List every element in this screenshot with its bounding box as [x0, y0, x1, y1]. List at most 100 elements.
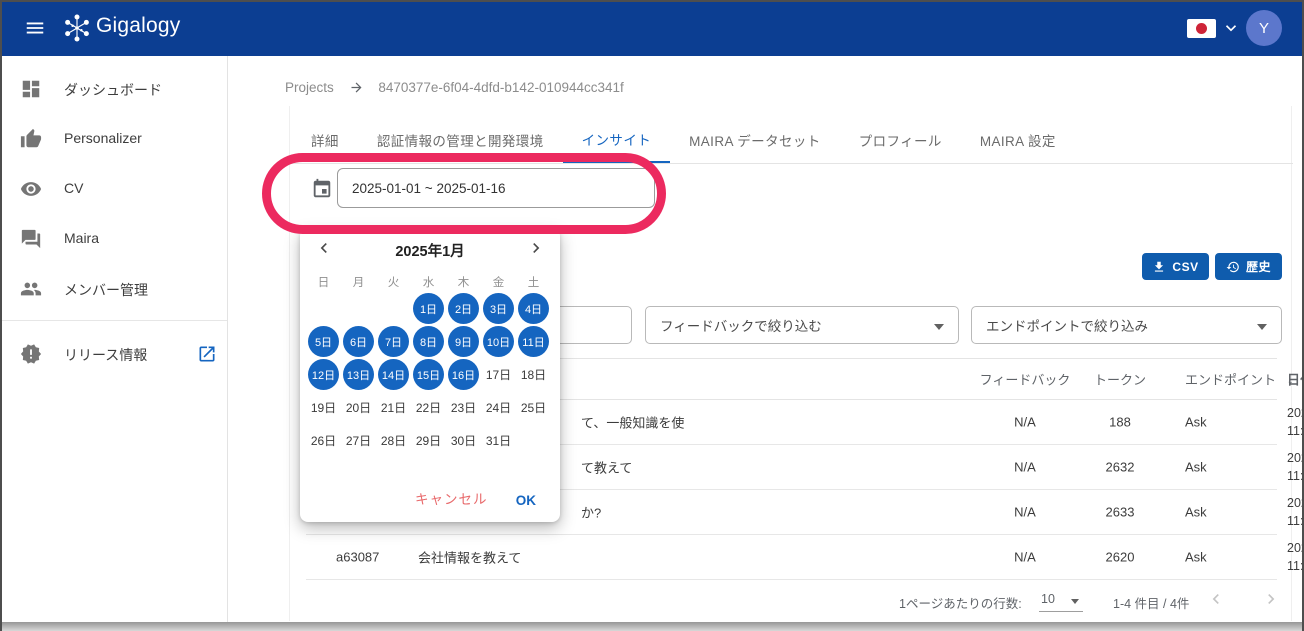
calendar-day-13日[interactable]: 13日	[341, 358, 376, 391]
calendar-day-29日[interactable]: 29日	[415, 434, 442, 448]
calendar-day-31日[interactable]: 31日	[485, 434, 512, 448]
sidebar-item-release-notes[interactable]: リリース情報	[0, 329, 227, 379]
cell-endpoint: Ask	[1185, 459, 1207, 475]
calendar-day-16日[interactable]: 16日	[446, 358, 481, 391]
cell-id: a63087	[336, 549, 380, 565]
tab-インサイト[interactable]: インサイト	[562, 116, 671, 163]
date-range-calendar-popup: 2025年1月 日 月 火 水 木 金 土 1日 2日 3日 4日 5日 6日 7日 8日 9日 10日 11日…	[300, 228, 560, 522]
table-row: a63087 会社情報を教えて N/A 2620 Ask 2025-02-0711:02:…	[306, 535, 1304, 580]
next-month-icon[interactable]	[526, 238, 546, 258]
history-button[interactable]: 歴史	[1215, 253, 1282, 280]
chevron-down-icon[interactable]	[1222, 19, 1240, 37]
calendar-day-28日[interactable]: 28日	[380, 434, 407, 448]
cell-date: 2025-02-0711:02:20	[1287, 540, 1304, 573]
cancel-button[interactable]: キャンセル	[415, 492, 488, 507]
pagination-bar: 1ページあたりの行数: 10 1-4 件目 / 4件	[306, 580, 1277, 620]
calendar-day-12日[interactable]: 12日	[306, 358, 341, 391]
calendar-day-20日[interactable]: 20日	[345, 401, 372, 415]
tab-認証情報の管理と開発環境[interactable]: 認証情報の管理と開発環境	[376, 133, 544, 149]
calendar-day-30日[interactable]: 30日	[450, 434, 477, 448]
calendar-day-18日[interactable]: 18日	[520, 368, 547, 382]
breadcrumb: Projects 8470377e-6f04-4dfd-b142-010944c…	[285, 80, 624, 100]
dashboard-icon	[20, 78, 42, 100]
calendar-day-11日[interactable]: 11日	[516, 325, 551, 358]
calendar-day-27日[interactable]: 27日	[345, 434, 372, 448]
calendar-day-26日[interactable]: 26日	[310, 434, 337, 448]
date-range-input[interactable]: 2025-01-01 ~ 2025-01-16	[337, 168, 655, 208]
column-endpoint[interactable]: エンドポイント	[1185, 372, 1277, 388]
column-tokens[interactable]: トークン	[1093, 372, 1146, 388]
sidebar-item-ダッシュボード[interactable]: ダッシュボード	[0, 64, 227, 114]
dropdown-caret-icon	[1071, 599, 1079, 604]
user-avatar[interactable]: Y	[1246, 10, 1282, 46]
calendar-icon[interactable]	[311, 178, 333, 200]
breadcrumb-root[interactable]: Projects	[285, 80, 334, 95]
calendar-day-21日[interactable]: 21日	[380, 401, 407, 415]
calendar-day-9日[interactable]: 9日	[446, 325, 481, 358]
weekday-label: 月	[352, 277, 365, 289]
open-in-new-icon[interactable]	[197, 344, 217, 364]
cell-feedback: N/A	[1014, 504, 1036, 520]
tab-MAIRA-設定[interactable]: MAIRA 設定	[979, 133, 1056, 149]
tab-詳細[interactable]: 詳細	[311, 133, 339, 149]
menu-icon[interactable]	[24, 17, 46, 39]
calendar-day-empty	[516, 424, 551, 457]
calendar-day-6日[interactable]: 6日	[341, 325, 376, 358]
chat-icon	[20, 228, 42, 250]
calendar-day-22日[interactable]: 22日	[415, 401, 442, 415]
sidebar-item-personalizer[interactable]: Personalizer	[0, 114, 227, 164]
csv-download-button[interactable]: CSV	[1142, 253, 1209, 280]
calendar-day-7日[interactable]: 7日	[376, 325, 411, 358]
calendar-day-10日[interactable]: 10日	[481, 325, 516, 358]
rows-per-page-select[interactable]: 10	[1039, 588, 1083, 612]
cell-tokens: 2632	[1105, 459, 1135, 475]
previous-page-icon[interactable]	[1206, 589, 1226, 609]
sidebar-item-cv[interactable]: CV	[0, 164, 227, 214]
calendar-day-2日[interactable]: 2日	[446, 292, 481, 325]
feedback-filter-label: フィードバックで絞り込む	[660, 319, 822, 334]
calendar-day-17日[interactable]: 17日	[485, 368, 512, 382]
cell-feedback: N/A	[1014, 414, 1036, 430]
calendar-day-1日[interactable]: 1日	[411, 292, 446, 325]
tab-プロフィール[interactable]: プロフィール	[858, 133, 942, 149]
cell-feedback: N/A	[1014, 549, 1036, 565]
weekday-label: 金	[492, 277, 505, 289]
top-navbar: Gigalogy Y	[0, 0, 1304, 56]
calendar-day-23日[interactable]: 23日	[450, 401, 477, 415]
calendar-day-24日[interactable]: 24日	[485, 401, 512, 415]
weekday-label: 木	[457, 277, 470, 289]
table-row: て、一般知識を使 N/A 188 Ask 2025-02-0711:24:44	[306, 400, 1304, 445]
sidebar-item-label: CV	[64, 180, 84, 196]
calendar-day-8日[interactable]: 8日	[411, 325, 446, 358]
tab-MAIRA-データセット[interactable]: MAIRA データセット	[689, 133, 821, 149]
sidebar-item-label: Maira	[64, 230, 100, 246]
calendar-day-5日[interactable]: 5日	[306, 325, 341, 358]
feedback-filter-select[interactable]: フィードバックで絞り込む	[645, 306, 959, 344]
calendar-day-4日[interactable]: 4日	[516, 292, 551, 325]
sidebar-divider	[0, 320, 227, 321]
calendar-day-15日[interactable]: 15日	[411, 358, 446, 391]
eye-icon	[20, 178, 42, 200]
cell-tokens: 2633	[1105, 504, 1135, 520]
previous-month-icon[interactable]	[314, 238, 334, 258]
language-flag-japan[interactable]	[1187, 19, 1216, 38]
endpoint-filter-select[interactable]: エンドポイントで絞り込み	[971, 306, 1282, 344]
people-icon	[20, 278, 42, 300]
sidebar-item-maira[interactable]: Maira	[0, 214, 227, 264]
calendar-day-14日[interactable]: 14日	[376, 358, 411, 391]
flag-red-circle	[1196, 23, 1207, 34]
cell-endpoint: Ask	[1185, 549, 1207, 565]
cell-question: て、一般知識を使	[581, 415, 685, 431]
calendar-day-19日[interactable]: 19日	[310, 401, 337, 415]
sidebar-item-メンバー管理[interactable]: メンバー管理	[0, 264, 227, 314]
sort-desc-icon: ↓	[1287, 371, 1294, 387]
next-page-icon[interactable]	[1261, 589, 1281, 609]
arrow-right-icon	[349, 80, 364, 95]
calendar-day-3日[interactable]: 3日	[481, 292, 516, 325]
calendar-day-25日[interactable]: 25日	[520, 401, 547, 415]
column-feedback[interactable]: フィードバック	[979, 372, 1071, 388]
sidebar-item-label: リリース情報	[64, 347, 148, 363]
table-header: フィードバック トークン エンドポイント 日付↓ 詳細 トレーニングデータ	[306, 358, 1304, 400]
ok-button[interactable]: OK	[515, 493, 536, 508]
cell-date: 2025-02-0711:03:04	[1287, 495, 1304, 528]
